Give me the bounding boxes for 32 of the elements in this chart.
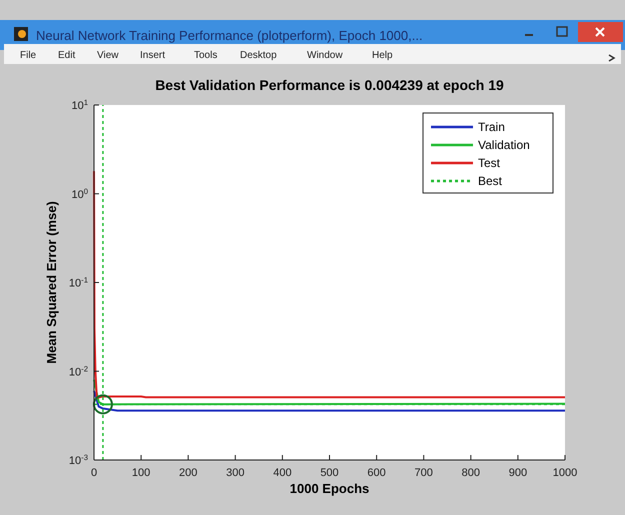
x-tick-label: 1000	[552, 467, 578, 479]
text: File	[20, 50, 37, 61]
x-tick-label: 300	[226, 467, 244, 479]
x-tick-label: 600	[367, 467, 386, 479]
y-tick-label: 10$^{-1}$	[68, 275, 88, 290]
y-tick-label: 10$^{-3}$	[68, 452, 88, 467]
x-axis-title: 1000 Epochs	[290, 481, 370, 496]
legend-label: Validation	[478, 138, 530, 152]
text: Neural Network Training Performance (plotperform), Epoch 1000,...	[36, 28, 423, 43]
legend-label: Test	[478, 156, 501, 170]
text: Window	[307, 50, 344, 61]
y-tick-label: 10$^{1}$	[71, 98, 88, 112]
text: Help	[372, 50, 394, 61]
x-tick-label: 500	[320, 467, 339, 479]
y-tick-label: 10$^{-2}$	[68, 364, 88, 378]
x-tick-label: 800	[462, 467, 480, 479]
text: Desktop	[240, 50, 278, 61]
x-tick-label: 200	[179, 467, 198, 479]
text: View	[97, 50, 120, 61]
text: Insert	[140, 50, 166, 61]
text: Tools	[194, 50, 218, 61]
y-axis-title: Mean Squared Error (mse)	[44, 201, 59, 364]
x-tick-label: 0	[90, 467, 98, 479]
x-tick-label: 900	[508, 467, 528, 479]
x-tick-label: 700	[414, 467, 433, 479]
x-tick-label: 100	[132, 467, 150, 479]
legend-label: Train	[478, 120, 505, 134]
chart-title: Best Validation Performance is 0.004239 at epoch 19	[155, 77, 504, 93]
legend-label: Best	[478, 174, 503, 188]
text: Edit	[58, 50, 76, 61]
x-tick-label: 400	[273, 467, 292, 479]
y-tick-label: 10$^{0}$	[71, 186, 88, 201]
